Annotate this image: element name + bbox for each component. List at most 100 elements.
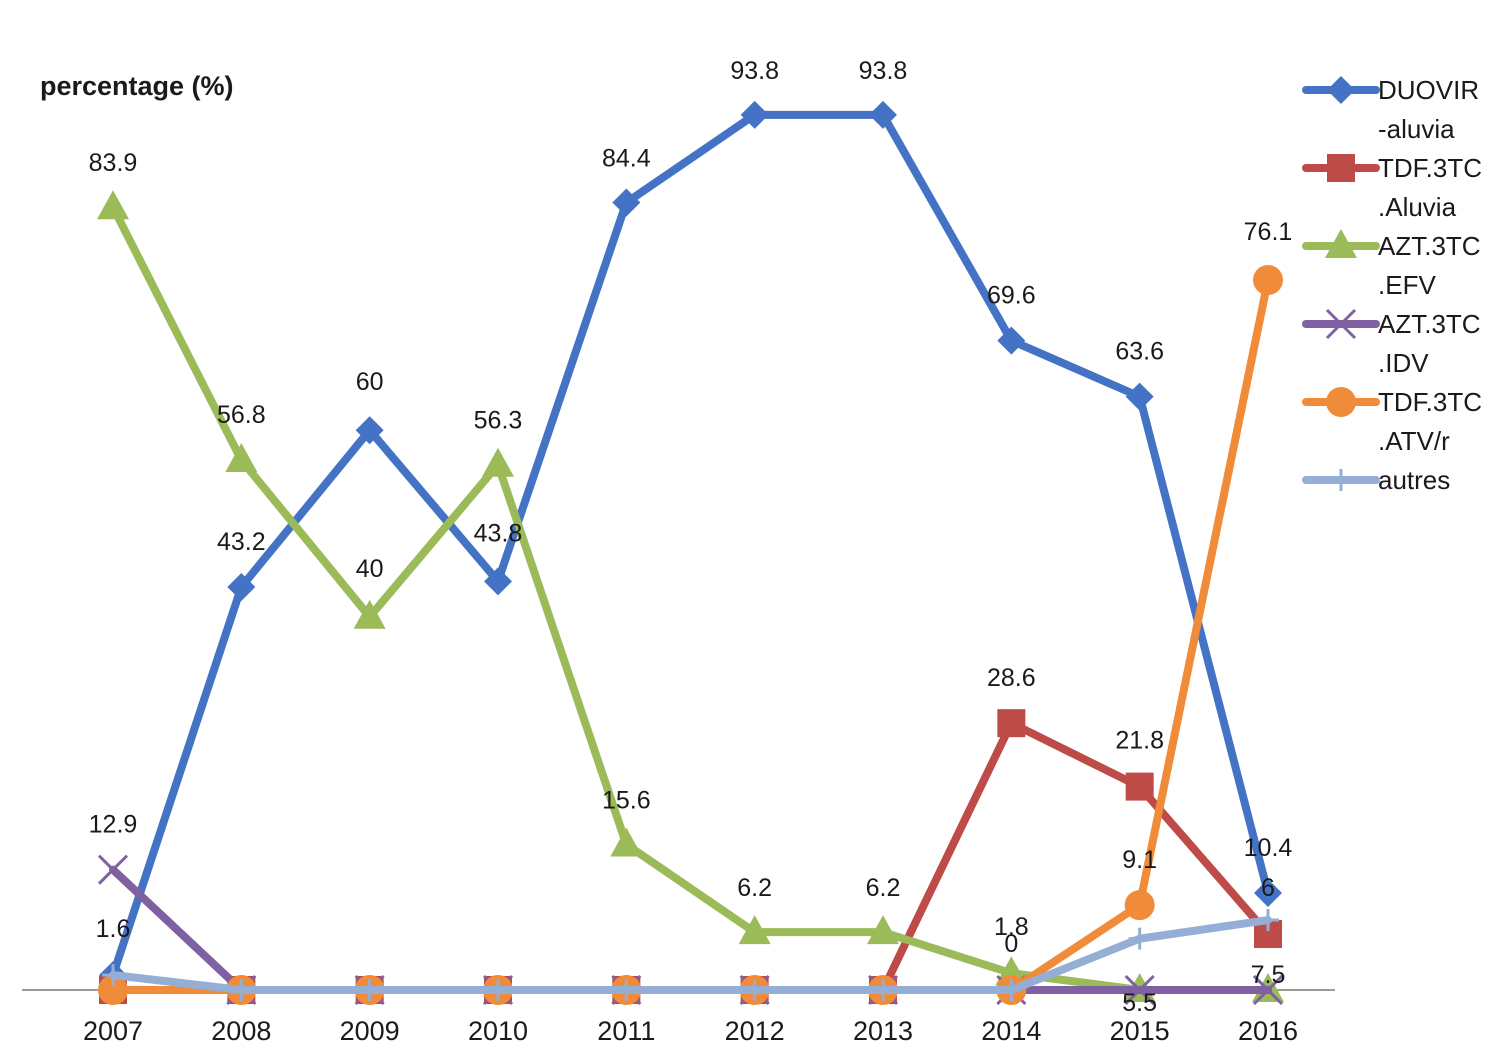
legend-label: -aluvia: [1378, 114, 1455, 144]
legend-marker: [1325, 308, 1357, 340]
data-point-plus: [1128, 927, 1151, 950]
data-label: 93.8: [730, 57, 779, 85]
data-point-plus: [230, 979, 253, 1001]
legend-marker: [1326, 387, 1356, 417]
data-point-diamond: [227, 572, 256, 601]
data-label: 84.4: [602, 145, 651, 173]
data-point-diamond: [869, 100, 897, 129]
data-point-plus: [743, 979, 766, 1001]
x-tick-label: 2015: [1110, 1016, 1170, 1046]
x-tick-label: 2014: [981, 1016, 1041, 1046]
series-tdf-3tc-atv-r: [98, 264, 1283, 1005]
data-point-plus: [1000, 979, 1023, 1001]
series-tdf-3tc-aluvia: [99, 709, 1282, 1004]
data-point-diamond: [1125, 382, 1154, 411]
data-point-diamond: [484, 567, 512, 596]
data-point-plus: [102, 964, 124, 987]
legend-label: .IDV: [1378, 348, 1429, 378]
data-point-x: [1252, 974, 1284, 1006]
x-tick-label: 2008: [211, 1016, 271, 1046]
legend-item: DUOVIR -aluvia: [1302, 75, 1479, 144]
data-point-circle: [1253, 264, 1283, 295]
data-label: 76.1: [1244, 218, 1293, 246]
data-label: 5.5: [1122, 989, 1157, 1017]
legend-label: .EFV: [1378, 270, 1436, 300]
legend-label: TDF.3TC: [1378, 153, 1482, 183]
data-label: 7.5: [1251, 961, 1286, 989]
data-point-diamond: [612, 188, 641, 217]
data-point-x: [97, 854, 129, 885]
legend-item: autres: [1302, 465, 1450, 495]
series-line: [109, 916, 1272, 994]
series-line: [109, 719, 1272, 994]
x-tick-label: 2009: [340, 1016, 400, 1046]
data-label: 69.6: [987, 282, 1036, 310]
data-label: 9.1: [1122, 846, 1157, 874]
series-duovir-aluvia: [99, 100, 1282, 990]
data-label: 43.8: [474, 519, 523, 547]
legend-marker: [1327, 76, 1355, 104]
legend-marker: [1330, 469, 1352, 491]
data-point-triangle: [610, 827, 643, 857]
legend: DUOVIR-aluviaTDF.3TC.AluviaAZT.3TC.EFVAZ…: [1302, 75, 1482, 495]
data-point-diamond: [355, 416, 384, 445]
data-point-plus: [872, 979, 894, 1001]
data-point-x: [1124, 974, 1155, 1006]
y-axis-label: percentage (%): [40, 71, 234, 101]
data-label: 93.8: [859, 57, 908, 85]
x-tick-label: 2012: [725, 1016, 785, 1046]
series-line: [109, 110, 1272, 980]
data-point-plus: [358, 979, 381, 1001]
data-point-diamond: [997, 326, 1026, 355]
data-point-square: [1125, 772, 1154, 801]
legend-marker: [1325, 229, 1357, 258]
legend-label: TDF.3TC: [1378, 387, 1482, 417]
legend-item: TDF.3TC .ATV/r: [1302, 387, 1482, 456]
data-point-triangle: [97, 190, 129, 220]
data-label: 63.6: [1115, 338, 1164, 366]
data-label: 56.3: [474, 407, 523, 435]
data-point-diamond: [1254, 878, 1282, 907]
series-layer: [97, 100, 1284, 1006]
legend-label: autres: [1378, 465, 1450, 495]
data-point-triangle: [867, 915, 899, 945]
data-label: 0: [1004, 930, 1018, 958]
x-tick-label: 2016: [1238, 1016, 1298, 1046]
data-label: 1.8: [994, 913, 1029, 941]
data-label: 56.8: [217, 401, 266, 429]
series-line: [109, 203, 1272, 994]
data-point-square: [997, 709, 1026, 738]
legend-label: DUOVIR: [1378, 75, 1479, 105]
legend-item: TDF.3TC .Aluvia: [1302, 153, 1482, 222]
data-point-plus: [615, 979, 638, 1001]
data-label: 28.6: [987, 664, 1036, 692]
data-point-triangle: [353, 599, 386, 629]
data-point-triangle: [225, 443, 258, 473]
series-azt-3tc-efv: [97, 190, 1284, 1002]
data-point-circle: [1124, 890, 1155, 921]
x-tick-labels: 2007 2008 2009 2010 2011 2012 2013 2014 2015 2016: [83, 1016, 1298, 1046]
legend-marker: [1327, 154, 1355, 182]
x-tick-label: 2010: [468, 1016, 528, 1046]
data-point-plus: [487, 979, 509, 1001]
data-label: 10.4: [1244, 834, 1293, 862]
data-label: 15.6: [602, 786, 651, 814]
data-label: 6: [1261, 874, 1275, 902]
data-point-triangle: [482, 447, 514, 477]
legend-item: AZT.3TC .EFV: [1302, 229, 1481, 300]
x-tick-label: 2013: [853, 1016, 913, 1046]
data-point-circle: [98, 975, 128, 1005]
legend-item: AZT.3TC .IDV: [1302, 308, 1481, 378]
data-label: 40: [356, 555, 384, 583]
data-point-plus: [1257, 909, 1279, 932]
data-label: 1.6: [96, 915, 131, 943]
legend-label: AZT.3TC: [1378, 309, 1481, 339]
data-label: 83.9: [89, 149, 138, 177]
data-point-triangle: [738, 915, 771, 945]
data-label: 21.8: [1115, 727, 1164, 755]
data-point-diamond: [740, 100, 769, 129]
data-label: 6.2: [866, 874, 901, 902]
